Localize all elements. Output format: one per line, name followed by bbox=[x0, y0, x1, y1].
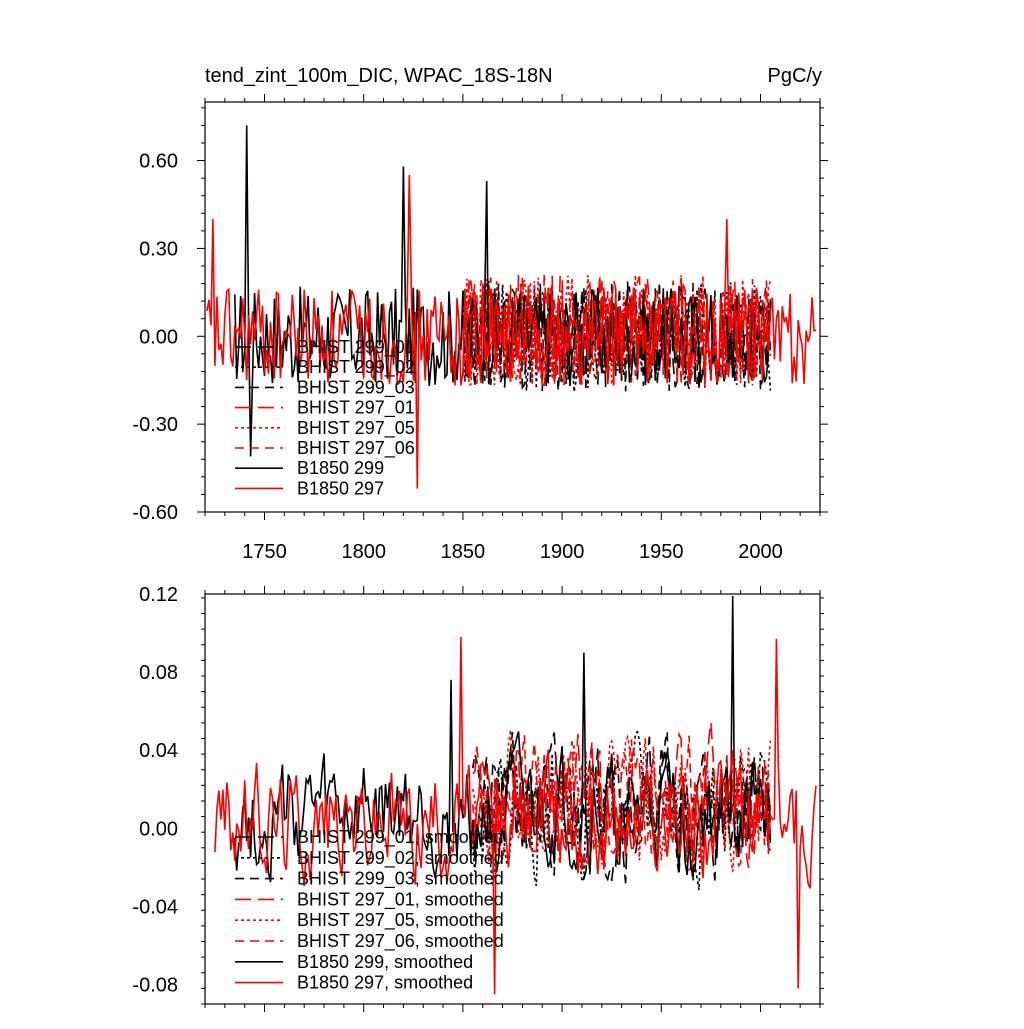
legend-label: B1850 299, smoothed bbox=[297, 952, 473, 972]
legend-label: BHIST 299_03 bbox=[297, 377, 415, 398]
plot-frame bbox=[204, 101, 821, 513]
y-tick-label: -0.60 bbox=[132, 502, 178, 524]
legend-label: BHIST 297_01 bbox=[297, 398, 415, 419]
series-line-8 bbox=[214, 636, 817, 995]
x-tick-label: 1950 bbox=[639, 541, 684, 563]
x-tick-label: 2000 bbox=[738, 541, 783, 563]
y-tick-label: -0.30 bbox=[132, 414, 178, 436]
plot-frame bbox=[204, 593, 821, 1005]
series-group bbox=[206, 125, 817, 489]
legend-label: BHIST 297_01, smoothed bbox=[297, 889, 504, 910]
x-tick-label: 1800 bbox=[341, 541, 386, 563]
y-tick-label: 0.60 bbox=[139, 151, 178, 173]
series-line-8 bbox=[206, 175, 817, 489]
y-tick-label: -0.04 bbox=[132, 896, 178, 918]
chart-title: tend_zint_100m_DIC, WPAC_18S-18N bbox=[205, 65, 553, 87]
x-tick-label: 1750 bbox=[242, 541, 287, 563]
y-tick-label: 0.08 bbox=[139, 662, 178, 684]
legend-label: BHIST 299_02, smoothed bbox=[297, 848, 504, 869]
y-tick-label: -0.08 bbox=[132, 974, 178, 996]
series-line-4 bbox=[462, 273, 772, 386]
legend-label: B1850 297 bbox=[297, 478, 384, 498]
x-tick-label: 1850 bbox=[441, 541, 486, 563]
legend-label: BHIST 299_02 bbox=[297, 357, 415, 378]
y-tick-label: 0.30 bbox=[139, 238, 178, 260]
x-tick-label: 1900 bbox=[540, 541, 585, 563]
series-group bbox=[214, 595, 817, 995]
y-tick-label: 0.12 bbox=[139, 584, 178, 606]
legend-label: BHIST 299_01 bbox=[297, 337, 415, 358]
top-panel: 1750 1800 1850 1900 1950 2000 -0.60 -0.30 0.00 0.… bbox=[132, 94, 828, 563]
legend-label: BHIST 297_06 bbox=[297, 438, 415, 459]
y-tick-label: 0.04 bbox=[139, 740, 178, 762]
series-line-6 bbox=[472, 735, 772, 868]
legend-label: BHIST 299_03, smoothed bbox=[297, 869, 504, 890]
chart-units: PgC/y bbox=[768, 65, 822, 87]
legend-label: B1850 297, smoothed bbox=[297, 973, 473, 993]
legend-label: BHIST 297_06, smoothed bbox=[297, 931, 504, 952]
y-tick-label: 0.00 bbox=[139, 818, 178, 840]
y-tick-label: 0.00 bbox=[139, 326, 178, 348]
legend-label: BHIST 297_05 bbox=[297, 418, 415, 439]
bottom-panel: -0.08 -0.04 0.00 0.04 0.08 0.12 BHIST 299_01, … bbox=[132, 584, 824, 1012]
legend-label: BHIST 299_01, smoothed bbox=[297, 827, 504, 848]
legend-label: B1850 299 bbox=[297, 458, 384, 478]
legend-label: BHIST 297_05, smoothed bbox=[297, 910, 504, 931]
series-line-7 bbox=[234, 595, 772, 883]
